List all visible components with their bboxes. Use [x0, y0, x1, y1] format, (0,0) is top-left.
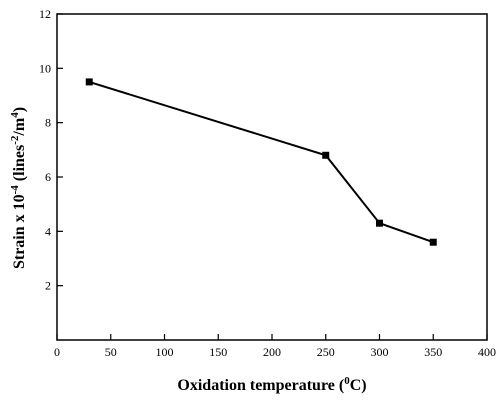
y-axis-title-b-sup: -2 [9, 135, 21, 145]
y-axis-title-a-sup: -4 [9, 185, 21, 195]
y-axis-title-c-sup: 4 [9, 112, 21, 118]
series-layer [85, 78, 437, 246]
x-axis-title: Oxidation temperature (0C) [177, 375, 366, 394]
y-axis-title-a: Strain x 10 [11, 194, 28, 269]
y-axis-title-d: ) [11, 107, 28, 112]
x-tick-label: 200 [263, 345, 281, 359]
y-axis: 2 4 6 8 10 12 [39, 7, 63, 293]
x-axis-title-suffix: C) [350, 377, 367, 394]
plot-frame [56, 13, 488, 341]
x-axis: 0 50 100 150 200 250 300 350 400 [54, 334, 496, 359]
data-point [376, 219, 383, 227]
y-tick-label: 8 [45, 116, 51, 130]
y-axis-title-c: /m [11, 117, 28, 136]
data-point [322, 151, 330, 159]
data-point [429, 238, 437, 246]
data-point [85, 78, 93, 86]
x-tick-label: 250 [317, 345, 335, 359]
x-tick-label: 400 [478, 345, 496, 359]
y-tick-label: 6 [45, 170, 51, 184]
y-axis-title-b: (lines [11, 145, 28, 185]
x-tick-label: 0 [54, 345, 60, 359]
series-line [88, 80, 434, 244]
x-tick-label: 150 [209, 345, 227, 359]
x-tick-label: 50 [105, 345, 117, 359]
y-tick-label: 4 [45, 224, 51, 238]
x-tick-label: 100 [156, 345, 174, 359]
x-axis-title-prefix: Oxidation temperature ( [177, 377, 344, 394]
y-tick-label: 10 [39, 61, 51, 75]
x-tick-label: 350 [424, 345, 442, 359]
y-tick-label: 2 [45, 279, 51, 293]
x-tick-label: 300 [371, 345, 389, 359]
y-tick-label: 12 [39, 7, 51, 21]
y-axis-title: Strain x 10-4 (lines-2/m4) [9, 107, 28, 269]
x-axis-title-sup: 0 [344, 375, 350, 387]
